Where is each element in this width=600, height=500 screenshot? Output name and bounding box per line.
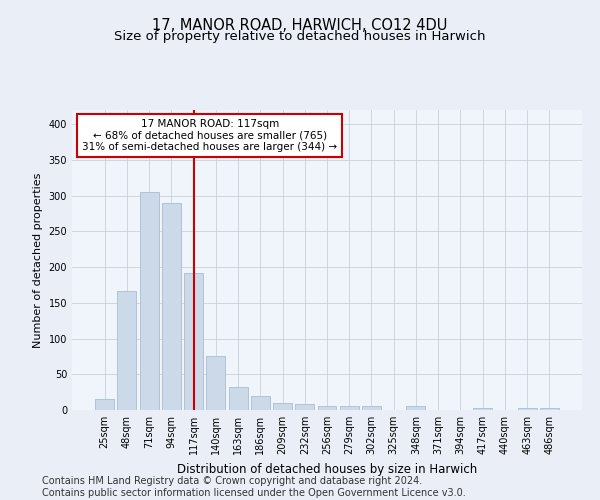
Bar xyxy=(362,406,381,410)
Text: 17 MANOR ROAD: 117sqm
← 68% of detached houses are smaller (765)
31% of semi-det: 17 MANOR ROAD: 117sqm ← 68% of detached … xyxy=(82,119,337,152)
Bar xyxy=(118,290,136,410)
Bar xyxy=(206,356,225,410)
Text: 17, MANOR ROAD, HARWICH, CO12 4DU: 17, MANOR ROAD, HARWICH, CO12 4DU xyxy=(152,18,448,32)
Bar xyxy=(251,396,270,410)
X-axis label: Distribution of detached houses by size in Harwich: Distribution of detached houses by size … xyxy=(177,462,477,475)
Bar xyxy=(162,203,181,410)
Bar xyxy=(540,408,559,410)
Bar xyxy=(340,406,359,410)
Text: Contains HM Land Registry data © Crown copyright and database right 2024.
Contai: Contains HM Land Registry data © Crown c… xyxy=(42,476,466,498)
Bar xyxy=(295,404,314,410)
Bar xyxy=(95,400,114,410)
Bar xyxy=(518,408,536,410)
Text: Size of property relative to detached houses in Harwich: Size of property relative to detached ho… xyxy=(114,30,486,43)
Bar xyxy=(473,408,492,410)
Bar xyxy=(184,273,203,410)
Bar xyxy=(140,192,158,410)
Y-axis label: Number of detached properties: Number of detached properties xyxy=(33,172,43,348)
Bar xyxy=(317,406,337,410)
Bar xyxy=(406,406,425,410)
Bar xyxy=(229,387,248,410)
Bar xyxy=(273,403,292,410)
